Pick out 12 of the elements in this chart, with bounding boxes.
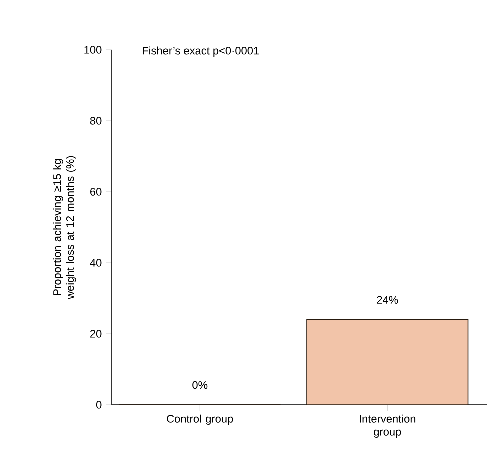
data-label: 24%	[377, 296, 398, 304]
y-tick-label: 20	[90, 330, 102, 338]
y-tick-label: 40	[90, 259, 102, 267]
x-tick-label: Intervention group	[360, 414, 416, 438]
y-tick-label: 100	[84, 46, 102, 54]
x-tick-label: Control group	[167, 414, 234, 426]
y-tick-label: 80	[90, 117, 102, 125]
data-label: 0%	[192, 381, 208, 390]
annotation: Fisher’s exact p<0·0001	[143, 46, 260, 57]
y-tick-label: 0	[96, 401, 102, 409]
y-axis-title: Proportion achieving ≥15 kg weight loss at 12 months (%)	[53, 156, 76, 300]
y-tick-label: 60	[90, 188, 102, 196]
